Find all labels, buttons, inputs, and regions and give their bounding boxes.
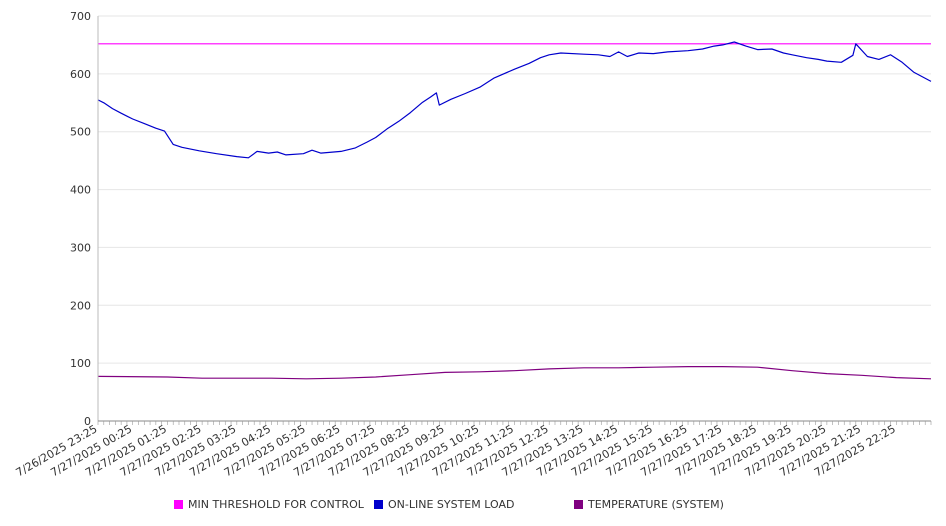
legend-swatch (574, 500, 583, 509)
series-line-1 (97, 41, 932, 159)
series-lines (97, 41, 932, 380)
axes (97, 16, 932, 425)
legend-item: MIN THRESHOLD FOR CONTROL (174, 498, 364, 511)
y-tick-label: 400 (70, 184, 91, 197)
legend-label: ON-LINE SYSTEM LOAD (388, 498, 515, 511)
y-axis-ticks: 0 100 200 300 400 500 600 700 (70, 10, 91, 428)
legend-item: ON-LINE SYSTEM LOAD (374, 498, 514, 511)
y-tick-label: 200 (70, 299, 91, 312)
series-line-2 (97, 366, 932, 380)
y-tick-label: 500 (70, 126, 91, 139)
legend-label: TEMPERATURE (SYSTEM) (588, 498, 724, 511)
legend-swatch (174, 500, 183, 509)
gridlines (98, 15, 931, 364)
legend-label: MIN THRESHOLD FOR CONTROL (188, 498, 364, 511)
legend-item: TEMPERATURE (SYSTEM) (574, 498, 724, 511)
y-tick-label: 0 (84, 415, 91, 428)
legend-swatch (374, 500, 383, 509)
x-axis-ticks: 7/26/2025 23:257/27/2025 00:257/27/2025 … (14, 422, 898, 479)
y-tick-label: 600 (70, 68, 91, 81)
y-tick-label: 100 (70, 357, 91, 370)
y-tick-label: 300 (70, 241, 91, 254)
chart-legend: MIN THRESHOLD FOR CONTROL ON-LINE SYSTEM … (0, 498, 946, 516)
y-tick-label: 700 (70, 10, 91, 23)
